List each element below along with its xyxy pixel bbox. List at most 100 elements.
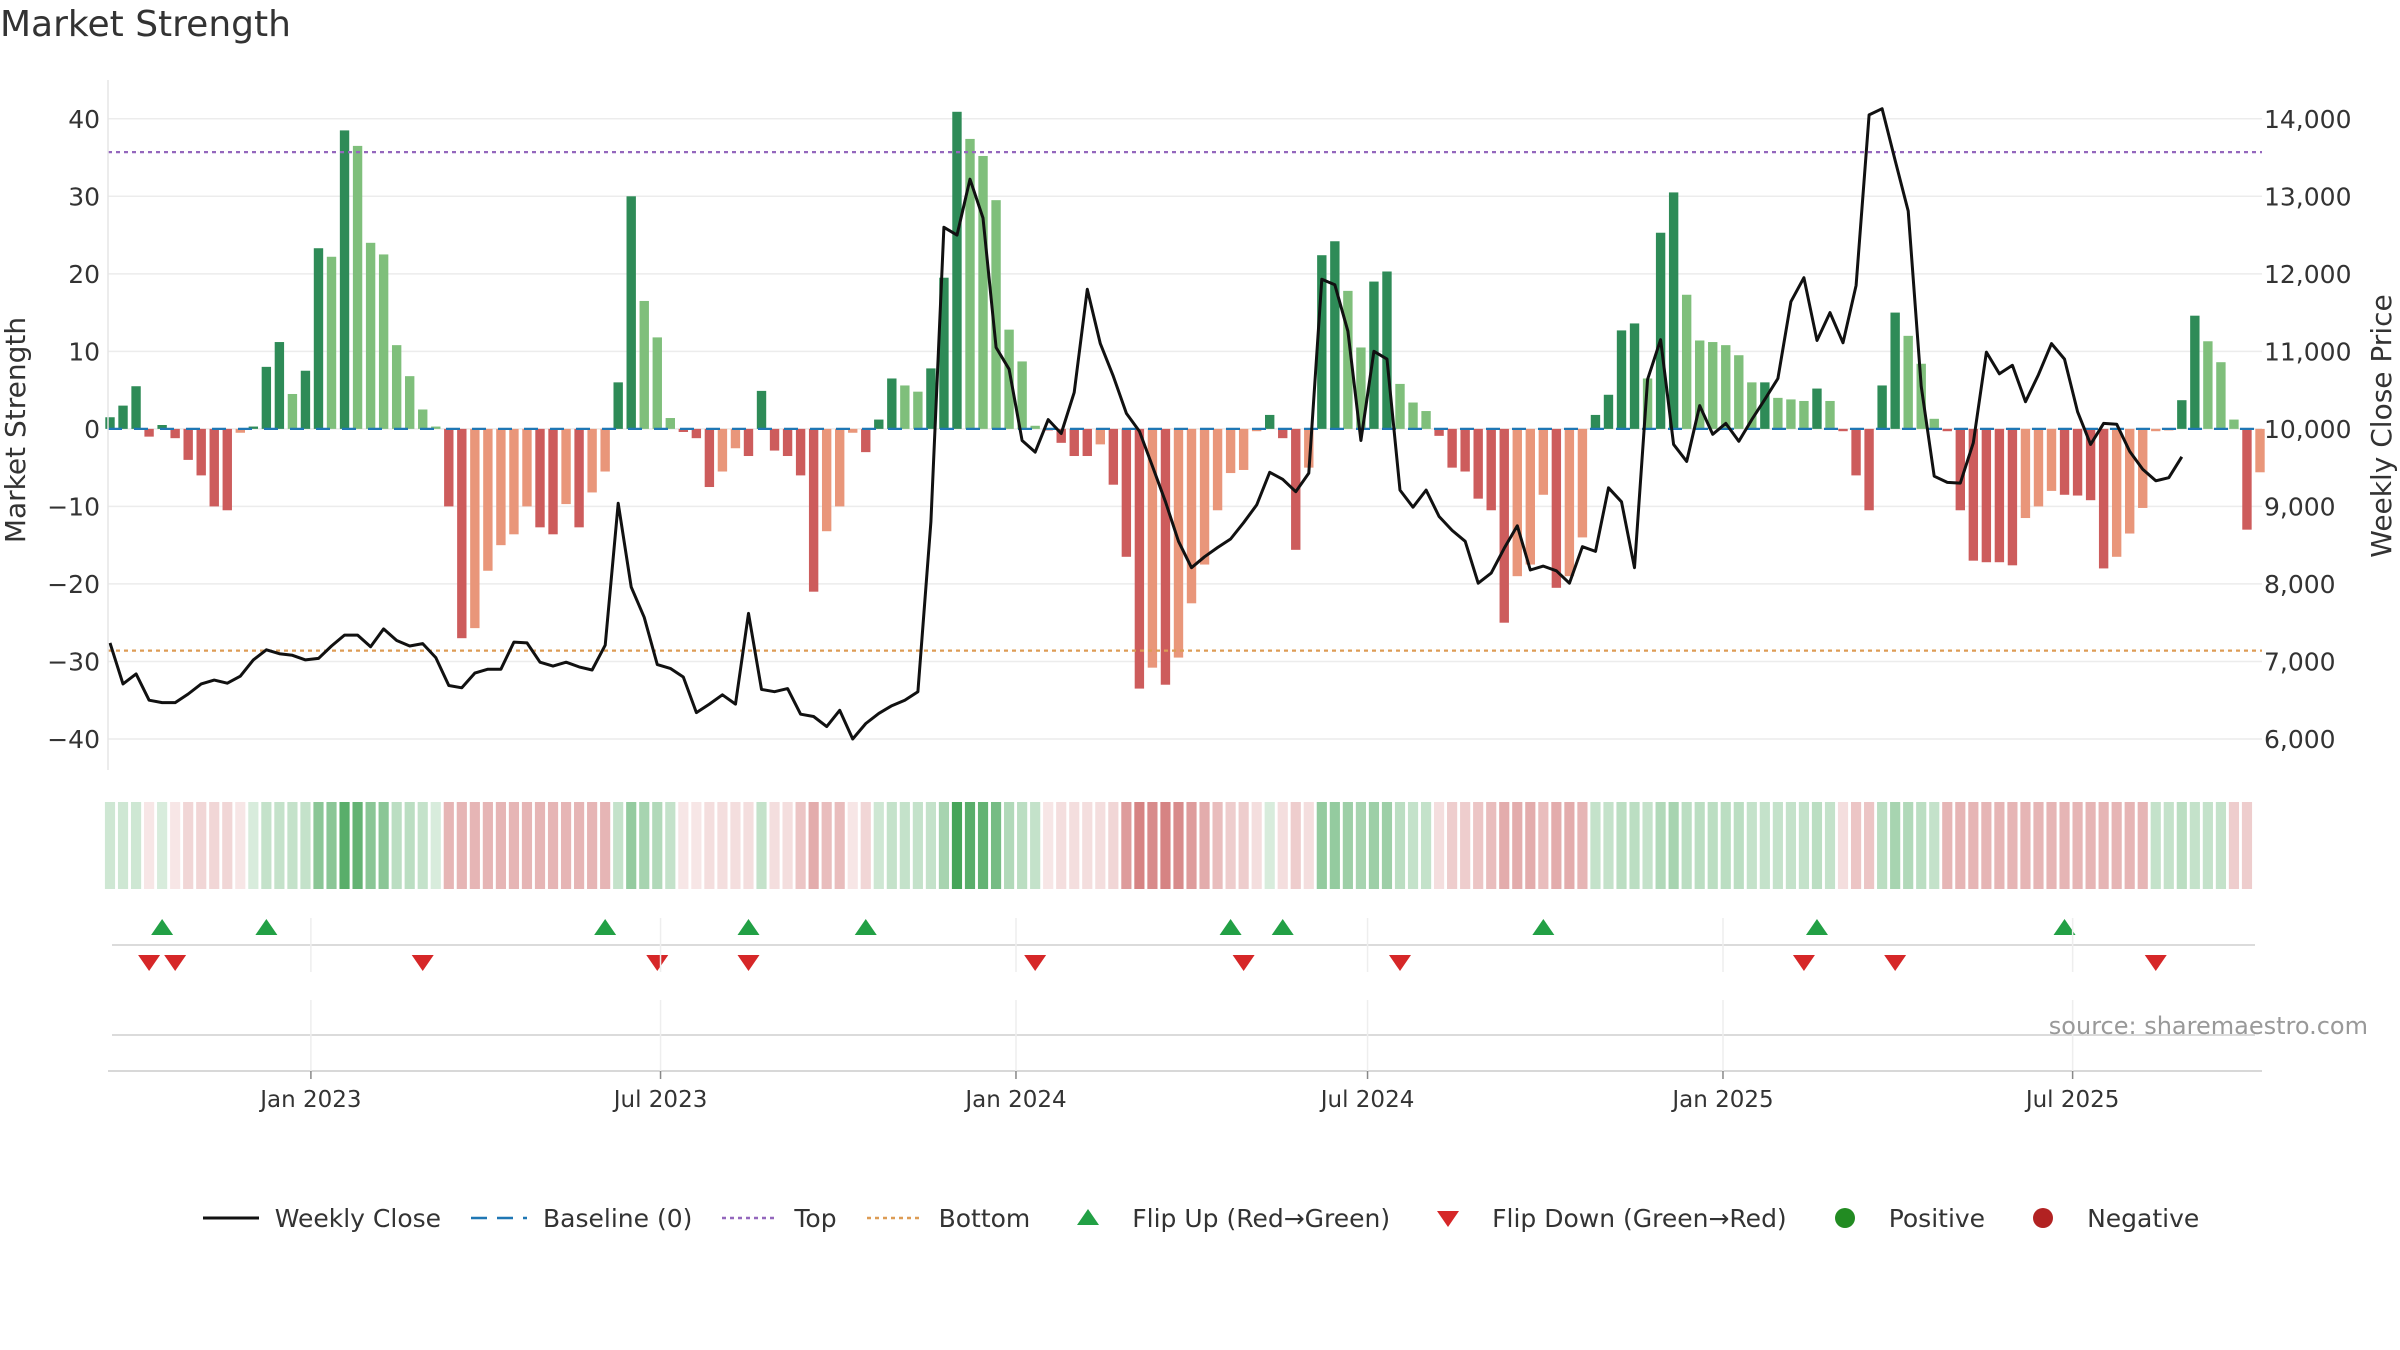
strength-bar: [821, 428, 832, 532]
legend-label: Bottom: [938, 1203, 1031, 1233]
strength-bar: [2059, 428, 2070, 495]
strip-cell: [2137, 802, 2148, 889]
strip-cell: [2085, 802, 2096, 889]
strength-bar: [1030, 425, 1040, 429]
strip-cell: [1824, 802, 1836, 889]
strip-cell: [2163, 802, 2174, 889]
flip-down-marker: [1792, 955, 1815, 971]
strength-bar: [1942, 428, 1952, 432]
x-tick-label: Jul 2024: [1319, 1087, 1415, 1113]
strip-cell: [2046, 802, 2057, 889]
strength-bar: [274, 342, 285, 429]
strength-bar: [1786, 399, 1796, 429]
strength-bar: [300, 370, 311, 429]
strength-bar: [483, 428, 493, 571]
legend-item: Flip Up (Red→Green): [1058, 1203, 1390, 1233]
x-tick-label: Jul 2025: [2024, 1087, 2120, 1113]
strength-bar: [613, 382, 623, 429]
strength-bar: [1304, 428, 1314, 468]
strip-cell: [469, 802, 480, 889]
strength-bar: [2007, 428, 2018, 566]
strength-bar: [431, 426, 441, 429]
strength-bar: [248, 426, 259, 429]
strength-bar: [1434, 428, 1444, 436]
strip-cell: [2007, 802, 2018, 889]
flip-down-marker: [164, 955, 187, 971]
strip-cell: [391, 802, 402, 889]
legend-label: Positive: [1888, 1203, 1986, 1233]
strength-bar: [183, 428, 193, 460]
strength-bar: [1642, 378, 1653, 429]
strength-bar: [782, 428, 793, 457]
strength-bar: [391, 345, 402, 429]
strip-cell: [547, 802, 559, 889]
strip-cell: [1746, 802, 1757, 889]
strength-bar: [378, 254, 389, 429]
strength-bar: [548, 428, 558, 535]
strength-bar: [1486, 428, 1496, 511]
strip-cell: [1355, 802, 1366, 889]
strength-bar: [939, 277, 949, 429]
strip-cell: [1004, 802, 1015, 889]
strip-cell: [1082, 802, 1093, 889]
strip-cell: [287, 802, 298, 889]
strength-bar: [665, 418, 675, 429]
strip-cell: [417, 802, 428, 889]
strength-bar: [861, 428, 871, 453]
strength-bar: [574, 428, 584, 528]
strip-cell: [756, 802, 767, 889]
strip-cell: [1551, 802, 1562, 889]
flip-down-marker: [2144, 955, 2167, 971]
strip-cell: [2111, 802, 2122, 889]
flip-down-marker: [1884, 955, 1907, 971]
flip-down-marker: [737, 955, 760, 971]
strength-bar: [691, 428, 702, 439]
strip-cell: [443, 802, 454, 889]
strip-cell: [886, 802, 897, 889]
y2-tick-label: 8,000: [2264, 570, 2336, 599]
strip-cell: [1668, 802, 1679, 889]
strip-cell: [248, 802, 259, 889]
strength-bar: [717, 428, 728, 472]
strength-bar: [1629, 323, 1640, 429]
legend-swatch: [471, 1216, 528, 1220]
strip-cell: [899, 802, 910, 889]
strip-cell: [1316, 802, 1327, 889]
strength-bar: [131, 386, 141, 429]
strength-bar: [1838, 428, 1848, 432]
strip-cell: [1394, 802, 1406, 889]
legend-swatch: [1834, 1208, 1855, 1228]
strip-cell: [1460, 802, 1471, 889]
strength-bar: [1708, 342, 1718, 429]
strength-bar: [1356, 347, 1366, 429]
strength-bar: [470, 428, 480, 629]
strip-cell: [964, 802, 976, 889]
y-tick-label: −10: [47, 492, 100, 521]
flip-down-marker: [1389, 955, 1411, 971]
strip-cell: [1121, 802, 1132, 889]
strip-cell: [2124, 802, 2135, 889]
strength-bar: [1681, 294, 1692, 429]
legend-label: Negative: [2087, 1203, 2200, 1233]
strip-cell: [1629, 802, 1640, 889]
strip-cell: [1030, 802, 1041, 889]
strip-cell: [665, 802, 676, 889]
y2-tick-label: 9,000: [2264, 492, 2336, 521]
strip-cell: [1238, 802, 1249, 889]
strength-bar: [222, 428, 232, 511]
flip-down-marker: [1024, 955, 1047, 971]
legend-label: Top: [794, 1203, 837, 1233]
strength-bar: [1864, 428, 1874, 511]
legend-item: Top: [720, 1203, 837, 1233]
strength-bar: [900, 385, 910, 429]
strip-cell: [1173, 802, 1184, 889]
strength-bar: [1668, 192, 1679, 429]
strip-cell: [1590, 802, 1601, 889]
strip-cell: [717, 802, 728, 889]
strength-bar: [457, 428, 467, 639]
strength-bar: [952, 111, 962, 429]
strip-cell: [743, 802, 754, 889]
strip-cell: [2150, 802, 2161, 889]
strength-bar: [1082, 428, 1092, 457]
